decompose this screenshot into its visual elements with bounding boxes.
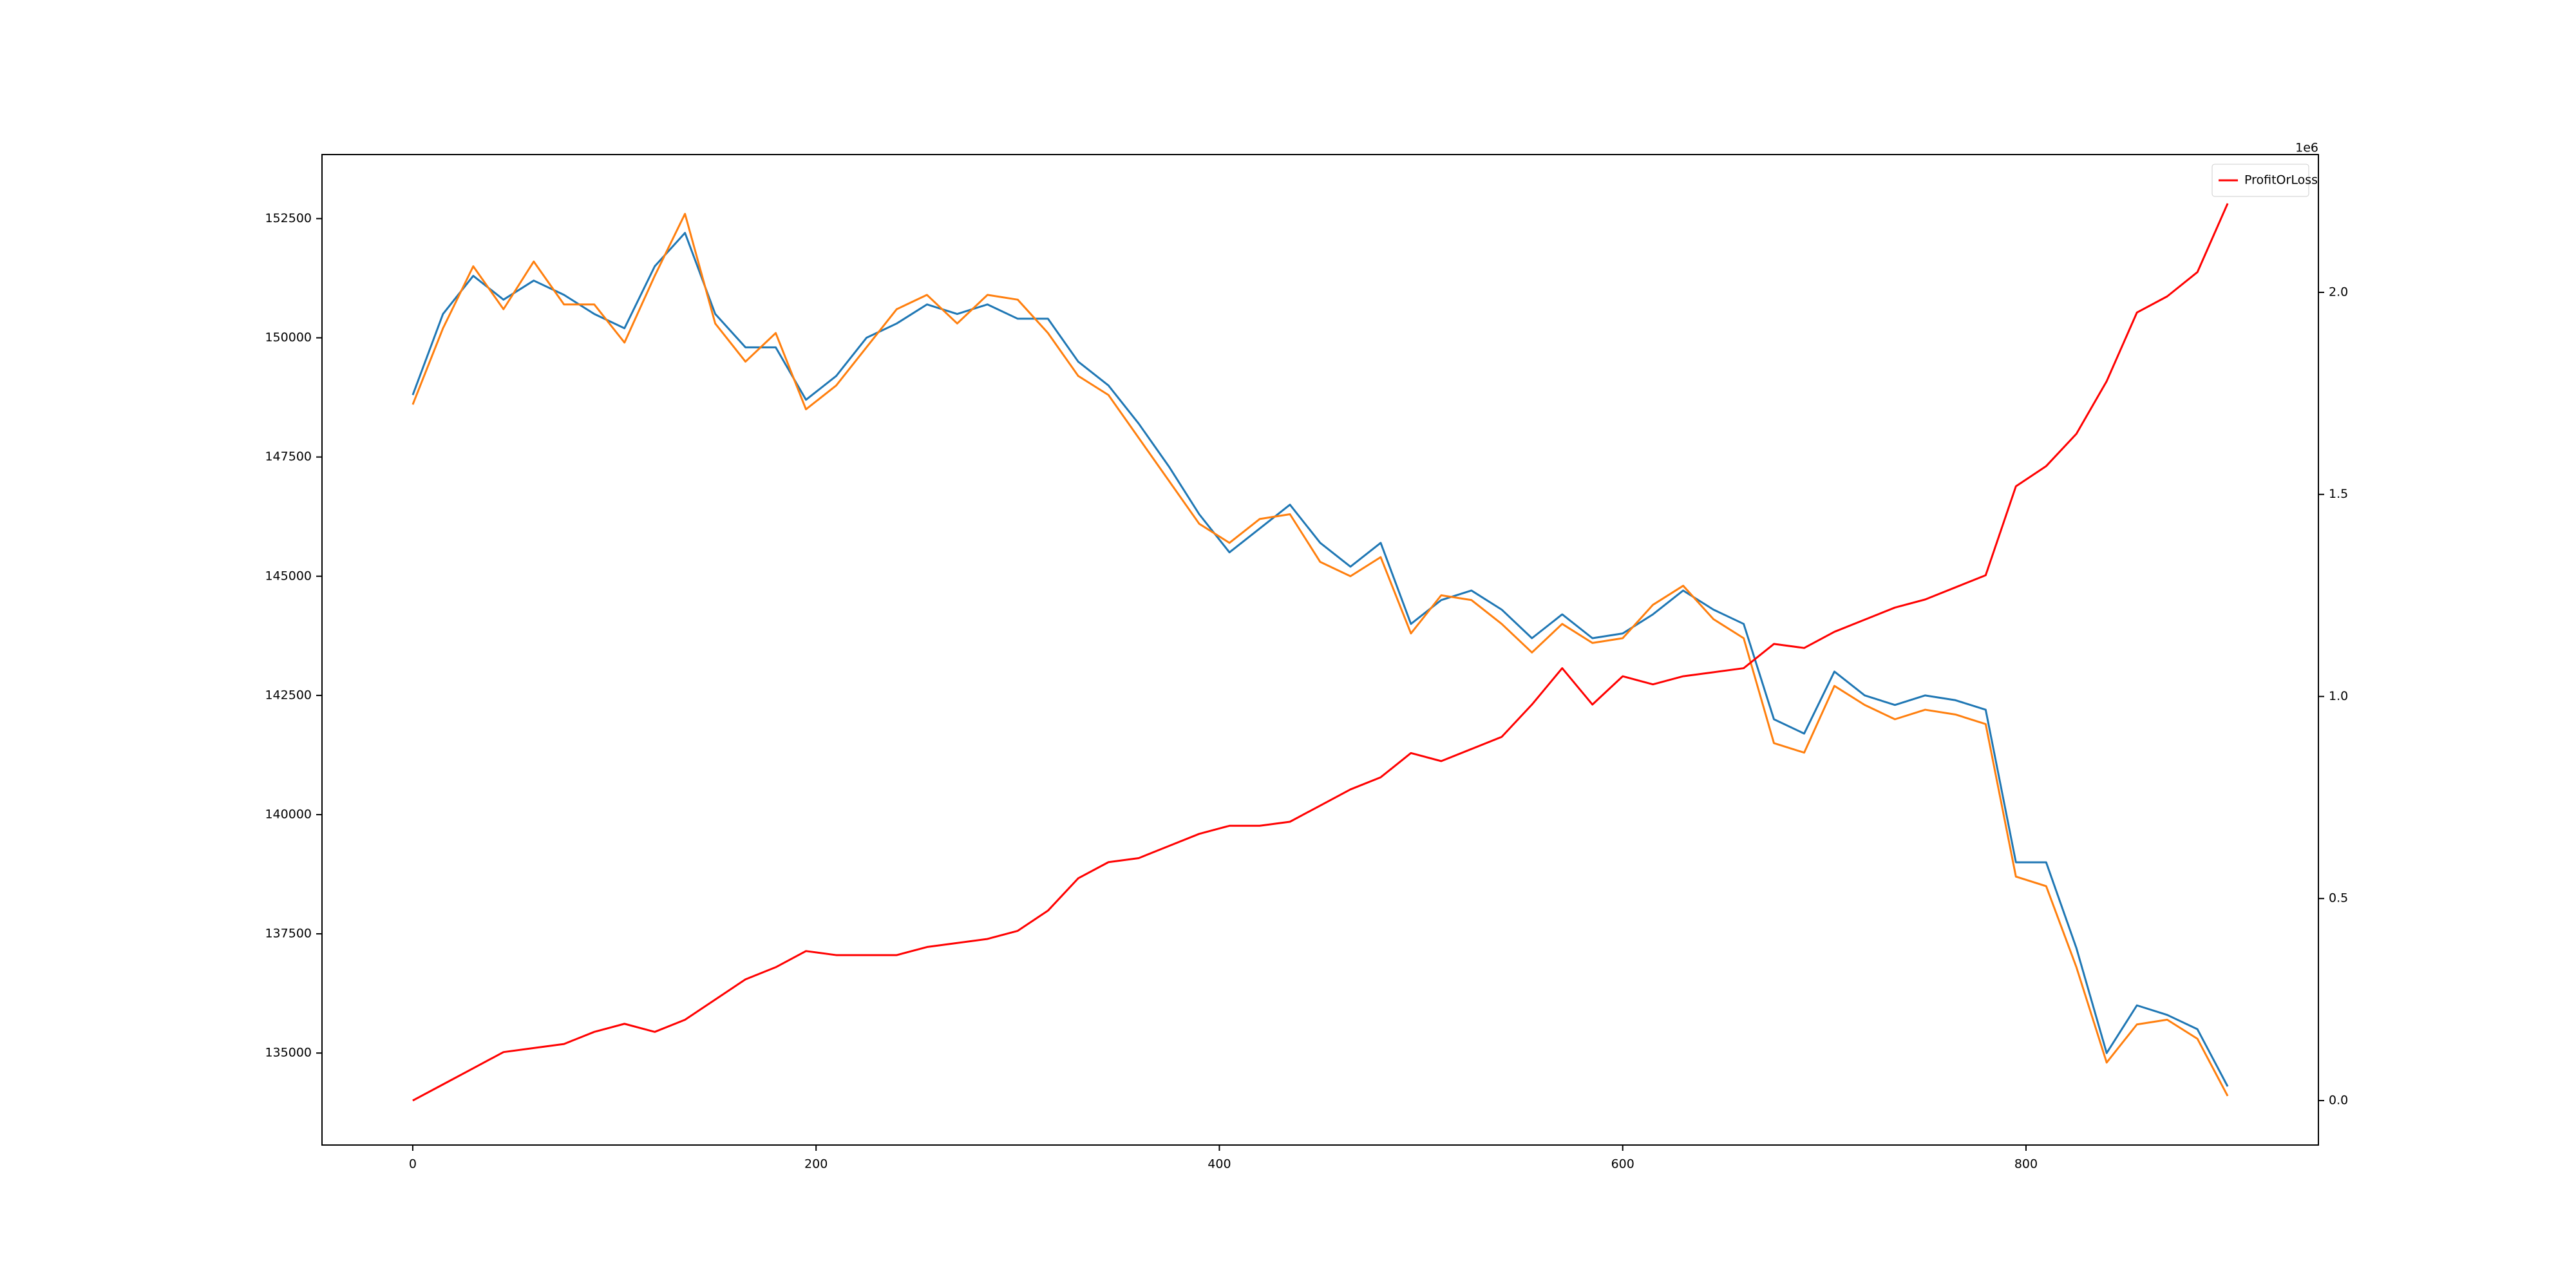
y-tick-label: 135000 <box>265 1046 312 1060</box>
y-tick-label: 150000 <box>265 330 312 345</box>
y-tick-label: 137500 <box>265 927 312 941</box>
y2-tick-label: 0.0 <box>2329 1093 2348 1107</box>
axes-frame <box>321 154 2319 1146</box>
series-line <box>412 213 2229 1097</box>
legend-label: ProfitOrLoss <box>2244 173 2318 187</box>
series-line <box>412 232 2229 1087</box>
y-tick-label: 142500 <box>265 688 312 702</box>
y-tick-label: 147500 <box>265 450 312 464</box>
y-tick-label: 145000 <box>265 569 312 583</box>
x-tick-label: 200 <box>804 1157 828 1171</box>
series-line <box>412 203 2229 1102</box>
x-tick-label: 600 <box>1611 1157 1634 1171</box>
y-tick-label: 152500 <box>265 211 312 225</box>
y2-tick-label: 1.0 <box>2329 689 2348 703</box>
y2-offset-label: 1e6 <box>2295 141 2318 155</box>
y2-tick-label: 2.0 <box>2329 285 2348 299</box>
y2-tick-label: 1.5 <box>2329 487 2348 501</box>
legend-box <box>2211 164 2309 197</box>
x-tick-label: 0 <box>409 1157 417 1171</box>
y-tick-label: 140000 <box>265 807 312 821</box>
y2-tick-label: 0.5 <box>2329 891 2348 905</box>
x-tick-label: 800 <box>2014 1157 2038 1171</box>
x-tick-label: 400 <box>1208 1157 1231 1171</box>
